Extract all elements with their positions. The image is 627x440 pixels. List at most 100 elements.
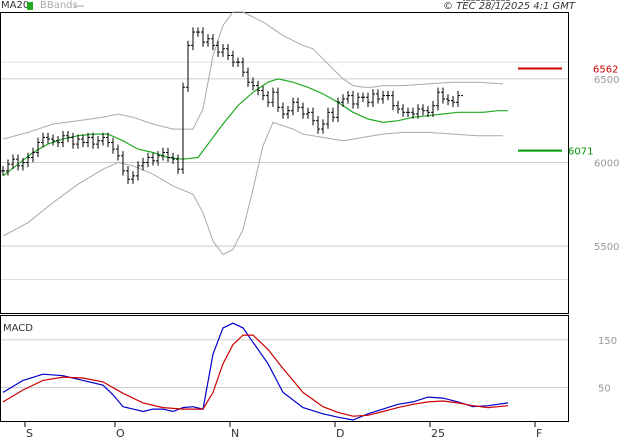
candle: [401, 104, 405, 118]
legend-ma20: MA20: [1, 0, 29, 11]
candle: [321, 119, 325, 134]
candle: [11, 154, 15, 169]
month-label: F: [536, 427, 542, 440]
candle: [256, 80, 260, 96]
candle: [411, 107, 415, 119]
macd-panel-frame: [0, 315, 569, 422]
support-label: 6071: [568, 147, 593, 158]
candle: [191, 27, 195, 51]
price-axis-ticks: 6500 6000 5500: [594, 75, 619, 253]
candle: [71, 132, 75, 149]
candle: [91, 132, 95, 149]
candle: [196, 27, 200, 37]
candle: [336, 97, 340, 123]
candle: [61, 131, 65, 148]
candle: [446, 94, 450, 106]
candle: [21, 157, 25, 171]
candle: [96, 136, 100, 149]
candle: [356, 92, 360, 109]
legend-ma20-swatch: [27, 2, 33, 10]
candle: [231, 50, 235, 67]
candle: [141, 157, 145, 171]
resistance-label: 6562: [593, 65, 618, 76]
candle: [416, 104, 420, 119]
candle: [176, 154, 180, 174]
price-tick-label: 6000: [594, 159, 619, 170]
candle: [251, 77, 255, 91]
candle: [246, 67, 250, 87]
candle: [306, 107, 310, 119]
candle: [171, 152, 175, 164]
candle: [266, 90, 270, 107]
macd-grid: [1, 339, 568, 389]
candle: [166, 147, 170, 163]
price-grid: [1, 61, 568, 281]
candle: [381, 90, 385, 104]
candle: [361, 92, 365, 102]
x-axis: S O N D 25 F: [24, 421, 542, 440]
candle: [221, 44, 225, 57]
candle: [441, 87, 445, 104]
candle: [436, 87, 440, 111]
candle: [101, 132, 105, 146]
candle: [286, 105, 290, 119]
candle: [41, 132, 45, 148]
month-label: O: [116, 427, 125, 440]
candle: [316, 116, 320, 134]
candle: [106, 132, 110, 148]
candle: [36, 137, 40, 158]
candle: [1, 166, 5, 176]
bband-lower-line: [2, 121, 503, 256]
candle: [31, 147, 35, 163]
candle: [81, 134, 85, 148]
ma20-line: [2, 78, 508, 177]
candle: [346, 90, 350, 104]
candle: [326, 107, 330, 129]
bollinger-bands: [2, 11, 504, 256]
candle: [56, 136, 60, 148]
signal-line: [2, 334, 509, 417]
chart-legend: MA20 BBands: [1, 0, 84, 11]
candle: [226, 44, 230, 61]
candle: [461, 0, 465, 97]
candle: [16, 154, 20, 171]
candle: [421, 104, 425, 116]
candle: [216, 40, 220, 57]
candle: [391, 90, 395, 111]
candle: [51, 134, 55, 146]
candle: [426, 105, 430, 118]
candle: [151, 152, 155, 166]
candle: [66, 131, 70, 143]
macd-line: [2, 322, 509, 421]
candle: [296, 97, 300, 112]
candle: [86, 132, 90, 148]
candle: [281, 102, 285, 119]
candle: [386, 90, 390, 101]
candle: [341, 94, 345, 107]
candle: [116, 144, 120, 161]
macd-title: MACD: [3, 323, 33, 334]
month-label: N: [231, 427, 239, 440]
legend-bbands: BBands: [40, 0, 78, 11]
month-label: 25: [431, 427, 445, 440]
copyright-label: © TEC 28/1/2025 4:1 GMT: [443, 1, 576, 12]
month-label: S: [26, 427, 33, 440]
candle: [201, 27, 205, 47]
price-candles: [1, 0, 510, 184]
macd-lines: [2, 322, 509, 421]
candle: [186, 40, 190, 92]
candle: [111, 137, 115, 154]
price-tick-label: 5500: [594, 242, 619, 253]
candle: [396, 100, 400, 114]
candle: [311, 107, 315, 126]
macd-tick-label: 150: [598, 336, 617, 347]
candle: [6, 159, 10, 176]
price-panel-frame: [0, 12, 569, 314]
candle: [456, 90, 460, 107]
candle: [76, 134, 80, 149]
price-tick-label: 6500: [594, 75, 619, 86]
bband-upper-line: [2, 11, 504, 140]
candle: [131, 171, 135, 184]
candle: [46, 132, 50, 144]
